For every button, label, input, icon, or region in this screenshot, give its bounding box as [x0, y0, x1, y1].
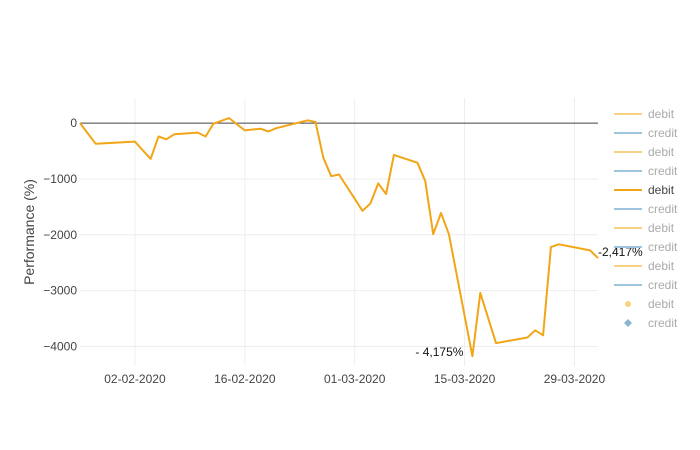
- legend-circle-swatch: [625, 301, 631, 307]
- legend-item-credit[interactable]: credit: [614, 278, 678, 292]
- legend-item-debit[interactable]: debit: [625, 297, 675, 311]
- x-tick-label: 15-03-2020: [434, 372, 496, 386]
- legend-item-credit[interactable]: credit: [614, 164, 678, 178]
- annotation-label: -2,417%: [598, 245, 643, 259]
- legend-label: credit: [648, 126, 678, 140]
- y-axis-title: Performance (%): [21, 179, 37, 285]
- legend-label: credit: [648, 278, 678, 292]
- series-line-debit: [79, 117, 599, 358]
- y-tick-label: 0: [70, 116, 77, 130]
- legend-label: debit: [648, 145, 675, 159]
- legend-item-debit[interactable]: debit: [614, 107, 675, 121]
- legend-item-credit[interactable]: credit: [614, 240, 678, 254]
- y-tick-label: −1000: [43, 172, 77, 186]
- annotations: - 4,175% -2,417%: [415, 245, 643, 359]
- grid-layer: [80, 98, 598, 366]
- legend-item-debit[interactable]: debit: [614, 183, 675, 197]
- series-layer: [79, 117, 599, 358]
- legend-item-debit[interactable]: debit: [614, 259, 675, 273]
- legend-label: debit: [648, 221, 675, 235]
- x-tick-label: 16-02-2020: [214, 372, 276, 386]
- legend-item-debit[interactable]: debit: [614, 145, 675, 159]
- legend-label: credit: [648, 202, 678, 216]
- legend-label: debit: [648, 107, 675, 121]
- legend-label: credit: [648, 316, 678, 330]
- legend-label: credit: [648, 240, 678, 254]
- legend-item-credit[interactable]: credit: [614, 202, 678, 216]
- x-axis-ticks: 02-02-2020 16-02-2020 01-03-2020 15-03-2020…: [104, 372, 605, 386]
- x-tick-label: 29-03-2020: [544, 372, 606, 386]
- legend-label: debit: [648, 259, 675, 273]
- legend-label: debit: [648, 183, 675, 197]
- y-axis-ticks: 0 −1000 −2000 −3000 −4000: [43, 116, 77, 353]
- legend-label: credit: [648, 164, 678, 178]
- annotation-label: - 4,175%: [415, 345, 463, 359]
- legend-item-credit[interactable]: credit: [614, 126, 678, 140]
- legend-item-debit[interactable]: debit: [614, 221, 675, 235]
- y-tick-label: −4000: [43, 339, 77, 353]
- legend-diamond-swatch: [624, 319, 632, 327]
- legend[interactable]: debit credit debit credit debit credit debit cr…: [614, 107, 678, 330]
- legend-item-credit[interactable]: credit: [624, 316, 678, 330]
- y-tick-label: −3000: [43, 284, 77, 298]
- y-tick-label: −2000: [43, 228, 77, 242]
- x-tick-label: 02-02-2020: [104, 372, 166, 386]
- legend-label: debit: [648, 297, 675, 311]
- x-tick-label: 01-03-2020: [324, 372, 386, 386]
